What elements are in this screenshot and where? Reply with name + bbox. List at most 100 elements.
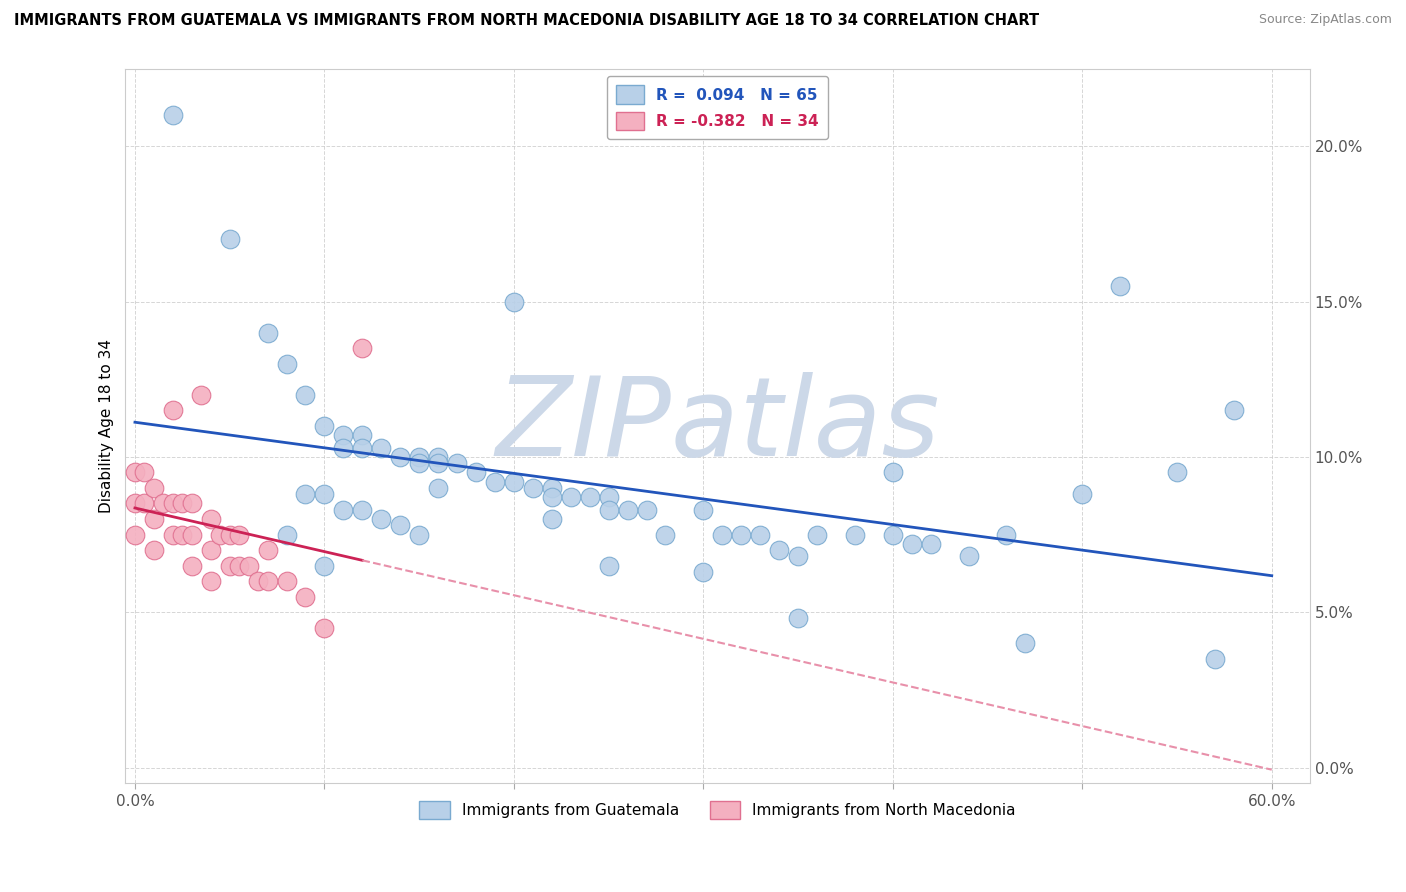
Point — [352, 441, 374, 455]
Point — [920, 537, 942, 551]
Y-axis label: Disability Age 18 to 34: Disability Age 18 to 34 — [100, 339, 114, 513]
Point — [560, 490, 582, 504]
Point — [540, 512, 562, 526]
Point — [200, 543, 222, 558]
Point — [654, 527, 676, 541]
Point — [238, 558, 260, 573]
Point — [578, 490, 600, 504]
Point — [749, 527, 772, 541]
Point — [1166, 466, 1188, 480]
Point — [209, 527, 232, 541]
Text: IMMIGRANTS FROM GUATEMALA VS IMMIGRANTS FROM NORTH MACEDONIA DISABILITY AGE 18 T: IMMIGRANTS FROM GUATEMALA VS IMMIGRANTS … — [14, 13, 1039, 29]
Point — [218, 527, 240, 541]
Point — [540, 490, 562, 504]
Text: 60.0%: 60.0% — [1247, 795, 1296, 809]
Point — [806, 527, 828, 541]
Point — [692, 565, 714, 579]
Point — [370, 512, 392, 526]
Point — [142, 512, 165, 526]
Point — [1014, 636, 1036, 650]
Point — [882, 466, 904, 480]
Point — [228, 558, 250, 573]
Legend: Immigrants from Guatemala, Immigrants from North Macedonia: Immigrants from Guatemala, Immigrants fr… — [413, 795, 1022, 825]
Point — [228, 527, 250, 541]
Point — [180, 558, 202, 573]
Point — [598, 490, 620, 504]
Point — [427, 456, 450, 470]
Point — [172, 527, 194, 541]
Point — [730, 527, 752, 541]
Point — [598, 502, 620, 516]
Point — [276, 574, 298, 588]
Point — [636, 502, 658, 516]
Point — [314, 418, 336, 433]
Point — [247, 574, 270, 588]
Point — [844, 527, 866, 541]
Point — [124, 527, 146, 541]
Point — [162, 527, 184, 541]
Point — [522, 481, 544, 495]
Point — [332, 428, 354, 442]
Point — [1223, 403, 1246, 417]
Point — [162, 403, 184, 417]
Point — [465, 466, 488, 480]
Point — [502, 475, 524, 489]
Point — [200, 512, 222, 526]
Point — [1109, 279, 1132, 293]
Point — [152, 496, 174, 510]
Point — [276, 527, 298, 541]
Point — [314, 621, 336, 635]
Point — [352, 428, 374, 442]
Point — [256, 574, 278, 588]
Point — [1204, 652, 1226, 666]
Point — [200, 574, 222, 588]
Point — [142, 481, 165, 495]
Point — [692, 502, 714, 516]
Text: 0.0%: 0.0% — [115, 795, 155, 809]
Point — [787, 549, 810, 564]
Point — [276, 357, 298, 371]
Point — [408, 456, 430, 470]
Point — [768, 543, 790, 558]
Point — [389, 450, 412, 464]
Point — [389, 518, 412, 533]
Text: Source: ZipAtlas.com: Source: ZipAtlas.com — [1258, 13, 1392, 27]
Point — [427, 450, 450, 464]
Point — [900, 537, 922, 551]
Point — [134, 466, 156, 480]
Point — [408, 527, 430, 541]
Point — [502, 294, 524, 309]
Point — [180, 496, 202, 510]
Point — [314, 487, 336, 501]
Text: ZIPatlas: ZIPatlas — [495, 372, 939, 479]
Point — [294, 590, 316, 604]
Point — [134, 496, 156, 510]
Point — [294, 487, 316, 501]
Point — [218, 558, 240, 573]
Point — [540, 481, 562, 495]
Point — [711, 527, 734, 541]
Point — [787, 611, 810, 625]
Point — [190, 388, 212, 402]
Point — [427, 481, 450, 495]
Point — [180, 527, 202, 541]
Point — [142, 543, 165, 558]
Point — [256, 543, 278, 558]
Point — [408, 450, 430, 464]
Point — [484, 475, 506, 489]
Point — [124, 466, 146, 480]
Point — [370, 441, 392, 455]
Point — [957, 549, 980, 564]
Point — [218, 232, 240, 246]
Point — [882, 527, 904, 541]
Point — [162, 496, 184, 510]
Point — [294, 388, 316, 402]
Point — [352, 341, 374, 355]
Point — [598, 558, 620, 573]
Point — [332, 441, 354, 455]
Point — [1071, 487, 1094, 501]
Point — [314, 558, 336, 573]
Point — [332, 502, 354, 516]
Point — [162, 108, 184, 122]
Point — [352, 502, 374, 516]
